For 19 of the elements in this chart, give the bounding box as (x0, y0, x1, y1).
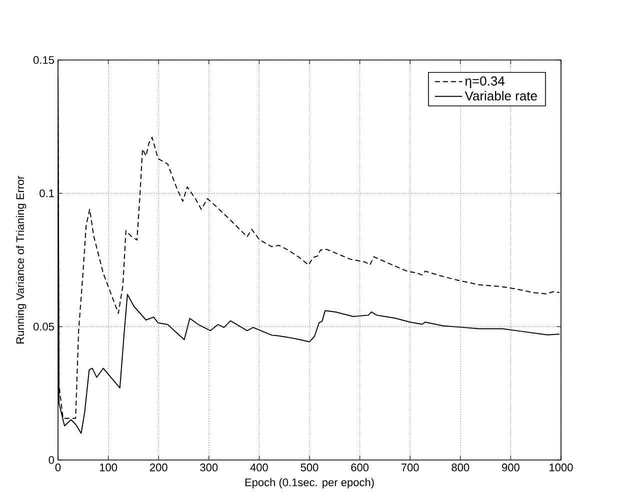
x-tick-label: 700 (401, 464, 419, 472)
y-tick-label: 0.05 (33, 322, 54, 331)
y-axis-title: Running Variance of Trianing Error (16, 176, 26, 344)
x-tick-label: 400 (250, 464, 268, 472)
x-tick-label: 200 (150, 464, 168, 472)
x-tick-label: 1000 (550, 464, 573, 472)
y-tick-label: 0 (48, 456, 54, 464)
x-tick-label: 800 (452, 464, 470, 472)
legend-label: Variable rate (464, 90, 537, 101)
y-tick-label: 0.15 (33, 56, 54, 64)
x-tick-label: 900 (502, 464, 520, 472)
x-tick-label: 500 (300, 464, 318, 472)
x-tick-label: 600 (351, 464, 369, 472)
x-axis-title: Epoch (0.1sec. per epoch) (245, 478, 374, 488)
x-tick-label: 0 (55, 464, 61, 472)
x-tick-label: 300 (200, 464, 218, 472)
x-tick-label: 100 (100, 464, 118, 472)
legend-label: η=0.34 (465, 76, 505, 88)
y-tick-label: 0.1 (40, 189, 54, 198)
